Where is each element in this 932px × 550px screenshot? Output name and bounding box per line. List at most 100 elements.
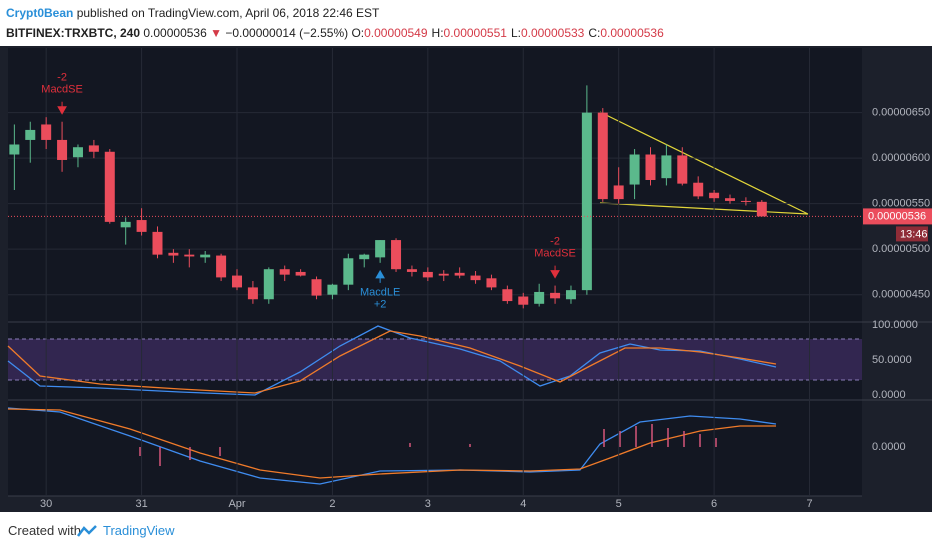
candle-body: [168, 252, 179, 256]
candle-body: [391, 240, 402, 270]
logo: [77, 525, 97, 537]
created-with: Created with: [8, 523, 81, 538]
candle-body: [645, 154, 656, 180]
quote-label: O:: [351, 26, 365, 40]
x-tick-label: 7: [806, 498, 812, 510]
countdown-box: [896, 226, 928, 242]
candle-body: [232, 275, 243, 288]
candle-body: [740, 200, 751, 202]
macd-tick-label: 0.0000: [872, 441, 906, 453]
signal-label: +2: [374, 299, 387, 311]
rsi-tick-label: 50.0000: [872, 354, 912, 366]
candle-body: [550, 292, 561, 299]
candle-body: [200, 254, 211, 258]
x-tick-label: 2: [329, 498, 335, 510]
quote-label: L:: [510, 26, 521, 40]
arrow: ▼: [210, 26, 222, 40]
quote-label: C:: [588, 26, 601, 40]
candle-body: [247, 287, 258, 300]
candle-body: [565, 290, 576, 300]
candle-body: [375, 240, 386, 258]
candle-body: [470, 275, 481, 281]
last-price-label: 0.00000536: [868, 210, 926, 222]
candle-body: [661, 155, 672, 179]
signal-arrow: [375, 269, 385, 283]
quote-value: 0.00000551: [443, 26, 507, 40]
x-tick-label: Apr: [228, 498, 245, 510]
x-tick-label: 6: [711, 498, 717, 510]
candle-body: [486, 278, 497, 288]
candle-body: [422, 271, 433, 278]
candle-body: [343, 258, 354, 285]
y-tick-label: 0.00000600: [872, 152, 930, 164]
candle-body: [438, 273, 449, 276]
x-tick-label: 4: [520, 498, 526, 510]
rsi-line: [7, 325, 777, 396]
candle-body: [104, 151, 115, 222]
quote-label: H:: [431, 26, 444, 40]
ohlc: O:0.00000549 H:0.00000551 L:0.00000533 C:0.…: [351, 26, 667, 40]
quote-line: BITFINEX:TRXBTC, 240 0.00000536 ▼ −0.000…: [6, 26, 668, 40]
candle-body: [613, 185, 624, 200]
candle-body: [25, 129, 36, 140]
y-tick-label: 0.00000650: [872, 107, 930, 119]
rsi-tick-label: 0.0000: [872, 389, 906, 401]
plot-area: [8, 48, 862, 496]
candle-body: [88, 145, 99, 152]
candle-body: [57, 139, 68, 160]
candle-body: [709, 192, 720, 199]
signal-arrow: [57, 101, 67, 115]
candle-body: [534, 291, 545, 304]
candle-body: [725, 198, 736, 201]
candle-body: [327, 284, 338, 295]
y-tick-label: 0.00000500: [872, 243, 930, 255]
candle-body: [311, 279, 322, 296]
signal-arrow: [550, 265, 560, 279]
rsi-band: [8, 339, 862, 380]
x-tick-label: 30: [40, 498, 52, 510]
footer: Created with TradingView: [0, 512, 932, 550]
candle-body: [502, 289, 513, 302]
x-tick-label: 5: [616, 498, 622, 510]
y-tick-label: 0.00000450: [872, 289, 930, 301]
x-tick-label: 31: [135, 498, 147, 510]
candle-body: [406, 269, 417, 272]
signal-label: MacdLE: [360, 287, 400, 299]
candle-body: [756, 201, 767, 217]
candle-body: [295, 271, 306, 276]
signal-label: -2: [57, 72, 67, 84]
signal-label: -2: [550, 235, 560, 247]
macd-histogram: [139, 424, 717, 466]
rsi-tick-label: 100.0000: [872, 319, 918, 331]
symbol: BITFINEX:TRXBTC, 240: [6, 26, 141, 40]
countdown: 13:46: [900, 228, 928, 240]
candle-body: [693, 182, 704, 197]
candle-body: [72, 147, 83, 158]
candle-body: [216, 255, 227, 278]
candle-body: [279, 269, 290, 275]
candle-body: [152, 231, 163, 255]
signal-label: MacdSE: [534, 247, 576, 259]
trend-line: [599, 111, 809, 215]
quote-value: 0.00000536: [600, 26, 664, 40]
candle-body: [9, 144, 20, 155]
signal-label: MacdSE: [41, 84, 83, 96]
author[interactable]: Crypt0Bean: [6, 6, 74, 20]
brand[interactable]: TradingView: [103, 523, 175, 538]
last: 0.00000536: [143, 26, 207, 40]
published: published on TradingView.com, April 06, …: [76, 6, 380, 20]
candle-body: [454, 272, 465, 276]
change: −0.00000014 (−2.55%): [225, 26, 349, 40]
candle-body: [597, 112, 608, 200]
candle-body: [136, 220, 147, 232]
x-tick-label: 3: [425, 498, 431, 510]
candle-body: [184, 254, 195, 257]
candle-body: [41, 124, 52, 140]
rsi-signal: [7, 330, 777, 394]
candle-body: [518, 296, 529, 305]
candle-body: [581, 112, 592, 291]
chart: 30 31 Apr 2 3 4 5 6 70.000004500.000005000.00000…: [0, 46, 932, 512]
candle-body: [359, 254, 370, 260]
publish-line: Crypt0Bean published on TradingView.com,…: [6, 6, 379, 20]
